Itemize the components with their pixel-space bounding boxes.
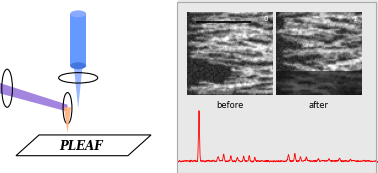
Text: 1: 1 [352, 16, 357, 22]
Ellipse shape [70, 62, 86, 69]
Bar [70, 14, 86, 66]
Text: PLEAF: PLEAF [59, 140, 103, 153]
Polygon shape [0, 83, 68, 112]
Text: 0: 0 [263, 16, 268, 22]
Polygon shape [64, 107, 71, 133]
Ellipse shape [70, 10, 86, 17]
Text: before: before [216, 101, 243, 110]
Text: after: after [309, 101, 328, 110]
Polygon shape [74, 66, 83, 108]
Polygon shape [16, 135, 151, 156]
